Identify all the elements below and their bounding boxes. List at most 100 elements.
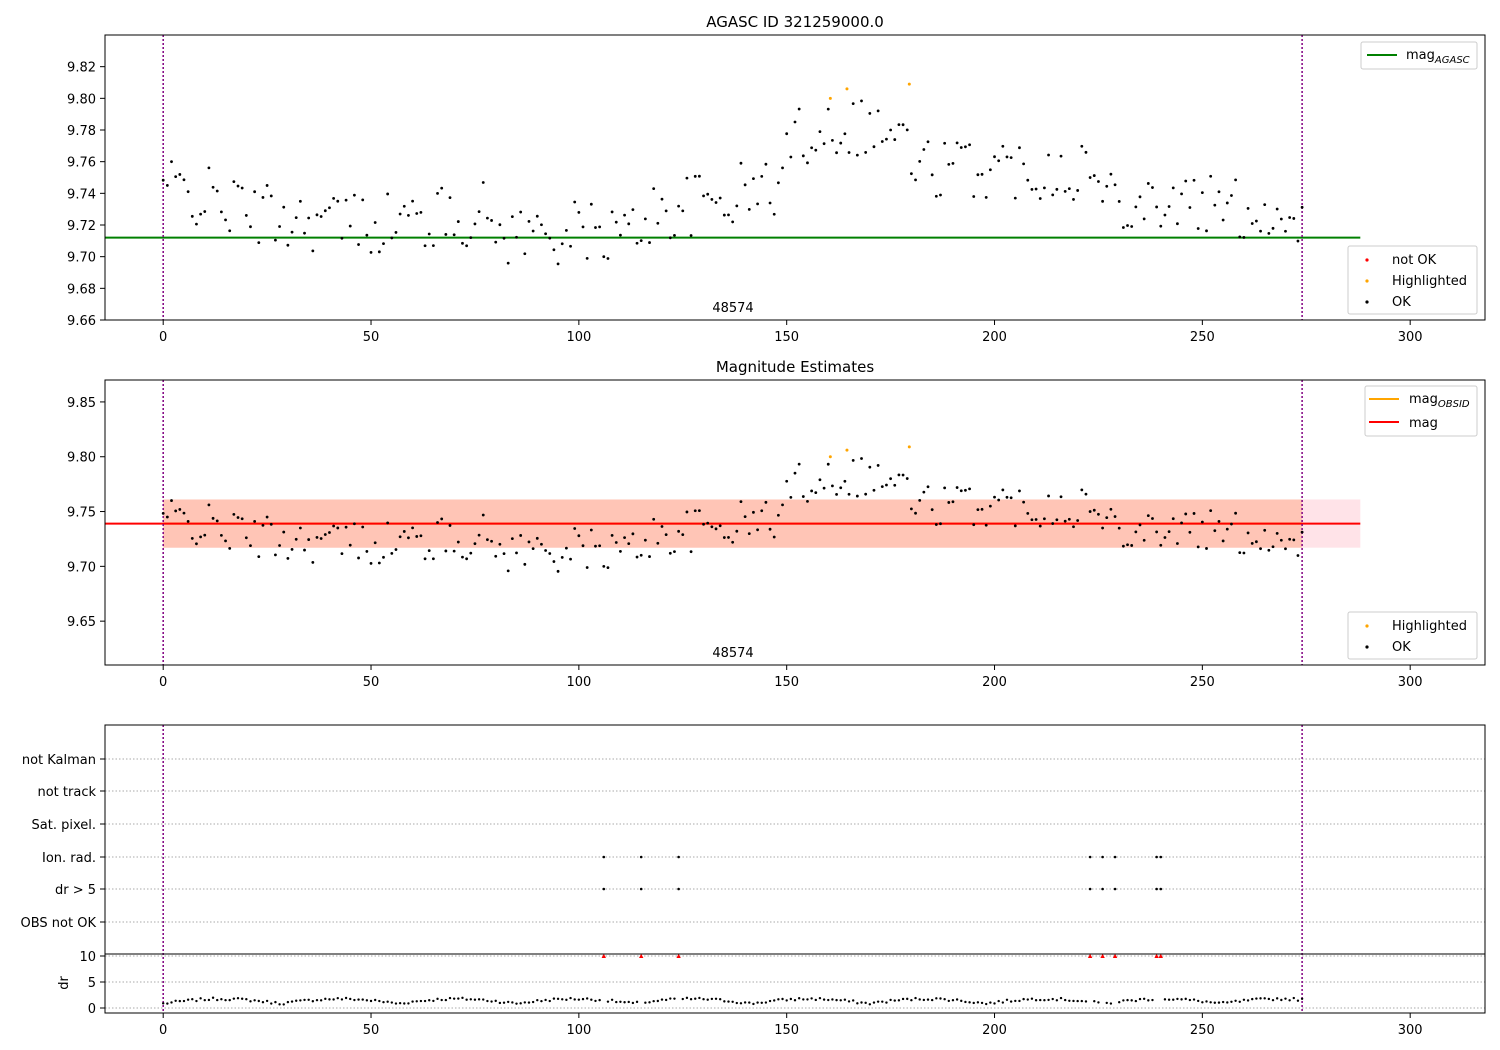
flag-label: Ion. rad. xyxy=(42,851,96,866)
dr-point xyxy=(827,998,830,1002)
ok-point xyxy=(469,551,473,555)
ok-point xyxy=(589,202,593,206)
y-tick-label: 9.65 xyxy=(67,615,96,630)
ok-point xyxy=(190,537,194,540)
panel-mag-points xyxy=(161,445,1304,573)
panel-mag-legend-lines[interactable]: magOBSID mag xyxy=(1364,385,1478,437)
x-tick-label: 250 xyxy=(1190,330,1215,345)
dr-point xyxy=(290,1000,294,1003)
ok-point xyxy=(286,557,290,560)
ok-point xyxy=(407,536,410,540)
dr-point xyxy=(893,999,896,1002)
panel-agasc-legend-points[interactable]: not OK Highlighted OK xyxy=(1347,245,1478,315)
ok-point xyxy=(1126,543,1129,547)
ok-point xyxy=(1225,201,1229,205)
ok-point xyxy=(440,186,444,190)
dr-capped-marker xyxy=(1087,953,1093,958)
ok-point xyxy=(822,142,826,146)
dr-point xyxy=(161,1002,165,1005)
ok-point xyxy=(577,211,581,214)
ok-point xyxy=(718,196,722,200)
dr-point xyxy=(1196,999,1200,1003)
ok-point xyxy=(244,214,248,217)
ok-point xyxy=(236,516,240,519)
x-tick-label: 50 xyxy=(363,675,380,690)
ok-point xyxy=(735,204,739,208)
legend-highlighted-marker xyxy=(1365,279,1369,283)
ok-point xyxy=(589,528,593,532)
dr-point xyxy=(477,998,481,1001)
ok-point xyxy=(232,180,236,184)
dr-point xyxy=(1055,999,1059,1002)
panel-mag-legend-points[interactable]: Highlighted OK xyxy=(1347,611,1478,660)
dr-point xyxy=(972,1001,975,1005)
dr-point xyxy=(195,999,198,1003)
ok-point xyxy=(311,560,315,564)
ok-point xyxy=(328,206,331,210)
dr-point xyxy=(224,998,227,1002)
ok-point xyxy=(1009,496,1013,500)
ok-point xyxy=(1205,229,1208,233)
ok-point xyxy=(386,521,390,525)
ok-point xyxy=(789,155,793,159)
dr-point xyxy=(631,1001,635,1005)
ok-point xyxy=(1250,222,1254,225)
ok-point xyxy=(207,166,211,170)
ok-point xyxy=(1254,540,1258,544)
ok-point xyxy=(265,184,269,187)
dr-point xyxy=(926,998,930,1001)
ok-point xyxy=(527,540,531,544)
y-tick-label: 9.85 xyxy=(67,396,96,411)
ok-point xyxy=(365,233,369,237)
legend-ok-marker-2 xyxy=(1365,645,1369,649)
ok-point xyxy=(718,524,722,528)
dr-point xyxy=(265,999,269,1003)
dr-point xyxy=(947,999,950,1003)
dr-point xyxy=(1230,1000,1233,1003)
ok-point xyxy=(535,536,539,540)
ok-point xyxy=(922,148,926,151)
panel-agasc-legend-lines[interactable]: magAGASC xyxy=(1360,41,1478,70)
x-tick-label: 100 xyxy=(566,1023,591,1038)
ok-point xyxy=(1051,522,1055,525)
dr-point xyxy=(1109,1002,1113,1005)
dr-point xyxy=(1209,1001,1212,1004)
ok-point xyxy=(257,241,261,245)
panel-mag-estimates: Magnitude Estimates 0 50 100 150 200 250 300 9.… xyxy=(67,358,1486,690)
dr-point xyxy=(1180,998,1183,1001)
y-tick-label: 9.82 xyxy=(67,61,96,76)
ok-point xyxy=(481,181,485,184)
dr-point xyxy=(494,999,497,1003)
ok-point xyxy=(352,193,356,197)
ok-point xyxy=(951,161,955,165)
dr-tick-label: 5 xyxy=(88,976,96,991)
ok-point xyxy=(307,538,311,541)
ok-point xyxy=(1101,526,1104,530)
ok-point xyxy=(660,525,664,528)
ok-point xyxy=(1296,554,1300,557)
ok-point xyxy=(776,513,780,517)
dr-point xyxy=(1126,998,1129,1002)
ok-point xyxy=(336,526,340,530)
x-tick-label: 300 xyxy=(1398,675,1423,690)
ok-point xyxy=(1230,522,1233,526)
dr-point xyxy=(1030,997,1034,1000)
dr-point xyxy=(851,999,855,1002)
ok-point xyxy=(1209,509,1213,513)
dr-point xyxy=(960,999,963,1003)
ok-point xyxy=(1213,203,1217,207)
ok-point xyxy=(818,130,822,134)
dr-point xyxy=(216,998,219,1002)
ok-point xyxy=(843,479,847,483)
ok-point xyxy=(1097,180,1100,183)
ok-point xyxy=(394,548,398,551)
ok-point xyxy=(253,190,257,194)
ok-point xyxy=(614,541,618,544)
ok-point xyxy=(452,233,456,237)
ok-point xyxy=(926,485,930,489)
flag-event-point xyxy=(677,887,680,891)
ok-point xyxy=(585,566,589,569)
flag-event-point xyxy=(602,887,606,891)
dr-point xyxy=(702,998,705,1001)
ok-point xyxy=(486,538,489,542)
